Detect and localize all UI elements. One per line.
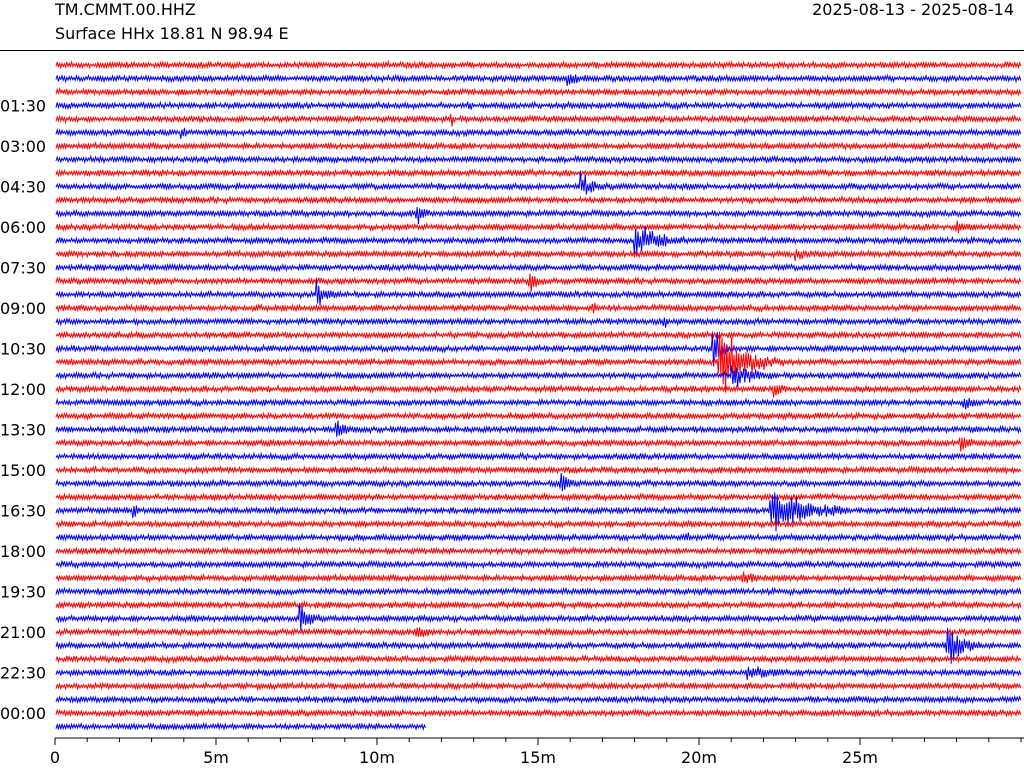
x-tick-label: 20m xyxy=(681,748,717,767)
trace-row-14 xyxy=(55,248,1022,262)
x-tick-label: 10m xyxy=(359,748,395,767)
y-axis-labels: 01:30 03:00 04:30 06:00 07:30 09:00 10:30 12:00… xyxy=(0,97,46,724)
trace-row-43 xyxy=(55,627,1022,664)
trace-row-11 xyxy=(55,206,1022,225)
trace-row-7 xyxy=(55,154,1022,165)
trace-row-15 xyxy=(55,262,1022,273)
trace-row-35 xyxy=(55,532,1022,543)
trace-row-3 xyxy=(55,100,1022,111)
trace-row-27 xyxy=(55,420,1022,437)
trace-row-25 xyxy=(55,397,1022,410)
y-tick-label: 04:30 xyxy=(0,178,46,197)
trace-row-21 xyxy=(55,332,1022,367)
y-tick-label: 03:00 xyxy=(0,137,46,156)
trace-row-36 xyxy=(55,545,1022,557)
y-tick-label: 13:30 xyxy=(0,421,46,440)
trace-row-10 xyxy=(55,194,1022,206)
trace-row-34 xyxy=(55,518,1022,530)
trace-row-13 xyxy=(55,226,1022,255)
y-tick-label: 07:30 xyxy=(0,259,46,278)
trace-row-24 xyxy=(55,383,1022,398)
date-range: 2025-08-13 - 2025-08-14 xyxy=(812,0,1014,19)
y-tick-label: 22:30 xyxy=(0,664,46,683)
trace-row-47 xyxy=(55,694,1022,705)
y-tick-label: 21:00 xyxy=(0,623,46,642)
y-tick-label: 15:00 xyxy=(0,461,46,480)
trace-row-22 xyxy=(55,331,1022,391)
x-tick-label: 5m xyxy=(203,748,229,767)
trace-group xyxy=(55,59,1022,732)
trace-row-18 xyxy=(55,302,1022,314)
trace-row-32 xyxy=(55,491,1022,503)
header-divider xyxy=(0,50,1024,51)
trace-row-20 xyxy=(55,329,1022,341)
trace-row-16 xyxy=(55,273,1022,292)
station-title: TM.CMMT.00.HHZ xyxy=(55,0,196,19)
y-tick-label: 00:00 xyxy=(0,704,46,723)
trace-row-0 xyxy=(55,59,1022,70)
trace-row-44 xyxy=(55,653,1022,665)
trace-row-37 xyxy=(55,559,1022,570)
y-tick-label: 01:30 xyxy=(0,97,46,116)
trace-row-42 xyxy=(55,626,1022,638)
trace-row-9 xyxy=(55,170,1022,195)
trace-row-48 xyxy=(55,707,1022,719)
trace-row-12 xyxy=(55,220,1022,233)
x-tick-label: 15m xyxy=(520,748,556,767)
x-axis: 0 5m 10m 15m 20m 25m xyxy=(50,737,1024,767)
y-tick-label: 12:00 xyxy=(0,380,46,399)
station-location: Surface HHx 18.81 N 98.94 E xyxy=(55,24,289,43)
trace-row-2 xyxy=(55,86,1022,98)
y-tick-label: 09:00 xyxy=(0,299,46,318)
trace-row-19 xyxy=(55,316,1022,328)
trace-row-49 xyxy=(55,721,427,732)
trace-row-5 xyxy=(55,127,1022,139)
trace-row-28 xyxy=(55,437,1022,452)
trace-row-45 xyxy=(55,666,1022,680)
y-tick-label: 19:30 xyxy=(0,583,46,602)
trace-row-4 xyxy=(55,113,1022,127)
trace-row-31 xyxy=(55,472,1022,492)
trace-row-39 xyxy=(55,586,1022,597)
trace-row-26 xyxy=(55,410,1022,421)
trace-row-6 xyxy=(55,140,1022,152)
trace-row-8 xyxy=(55,167,1022,179)
x-tick-label: 25m xyxy=(842,748,878,767)
y-tick-label: 10:30 xyxy=(0,340,46,359)
trace-row-46 xyxy=(55,680,1022,692)
trace-row-1 xyxy=(55,73,1022,87)
trace-row-33 xyxy=(55,492,1022,532)
trace-row-23 xyxy=(55,365,1022,387)
y-tick-label: 18:00 xyxy=(0,542,46,561)
x-tick-label: 0 xyxy=(50,748,60,767)
y-tick-label: 16:30 xyxy=(0,502,46,521)
trace-row-41 xyxy=(55,602,1022,631)
trace-row-38 xyxy=(55,571,1022,584)
trace-row-30 xyxy=(55,464,1022,476)
trace-row-17 xyxy=(55,279,1022,306)
trace-row-29 xyxy=(55,451,1022,462)
y-tick-label: 06:00 xyxy=(0,218,46,237)
trace-row-40 xyxy=(55,599,1022,611)
